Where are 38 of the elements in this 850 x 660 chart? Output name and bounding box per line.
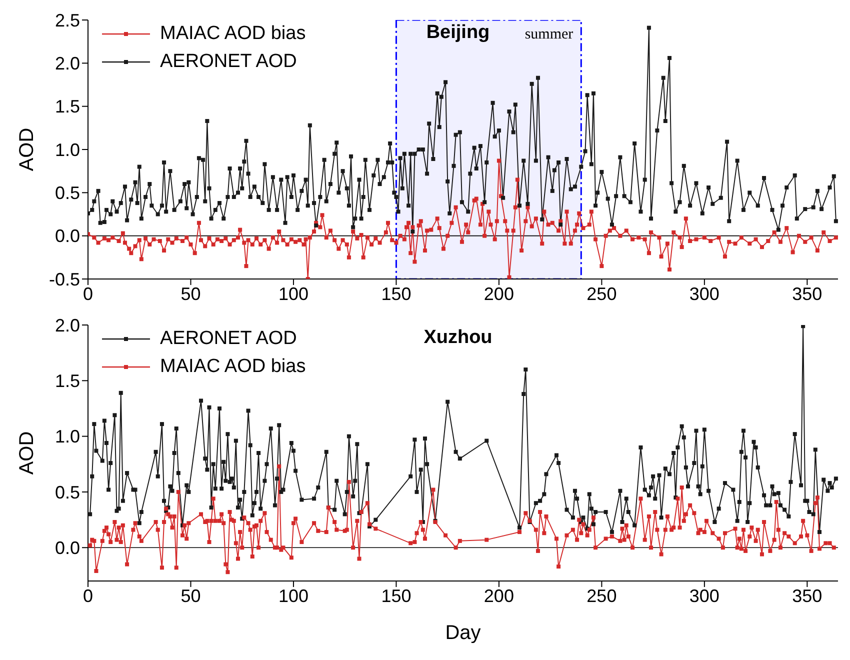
legend-label: MAIAC AOD bias xyxy=(160,355,306,379)
x-tick-label: 350 xyxy=(792,284,822,304)
band-label: summer xyxy=(524,26,574,43)
legend-label: AERONET AOD xyxy=(160,327,297,351)
x-tick-label: 0 xyxy=(82,586,94,606)
x-tick-label: 150 xyxy=(381,586,412,606)
y-axis-title: AOD xyxy=(16,128,38,172)
y-tick-label: 0.5 xyxy=(54,482,80,502)
x-tick-label: 100 xyxy=(278,586,309,606)
x-tick-label: 300 xyxy=(689,586,720,606)
x-tick-label: 200 xyxy=(484,586,514,606)
chart-title: Beijing xyxy=(426,22,490,43)
legend-label: AERONET AOD xyxy=(160,50,297,74)
x-tick-label: 200 xyxy=(484,284,514,304)
y-tick-label: 1.5 xyxy=(54,371,80,392)
chart-title: Xuzhou xyxy=(424,327,492,348)
x-tick-label: 50 xyxy=(180,586,201,606)
x-tick-label: 350 xyxy=(792,586,822,606)
x-tick-label: 250 xyxy=(586,284,617,304)
x-tick-label: 300 xyxy=(689,284,720,304)
y-tick-label: 1.0 xyxy=(54,426,80,447)
y-axis-title: AOD xyxy=(16,431,38,475)
x-tick-label: 150 xyxy=(381,284,412,304)
x-tick-label: 50 xyxy=(180,284,201,304)
y-tick-label: 0.0 xyxy=(54,226,80,246)
y-tick-label: -0.5 xyxy=(48,269,80,290)
y-tick-label: 0.5 xyxy=(54,183,80,204)
y-tick-label: 1.0 xyxy=(54,140,80,160)
y-tick-label: 2.5 xyxy=(54,10,80,30)
y-tick-label: 2.0 xyxy=(54,54,80,74)
y-tick-label: 1.5 xyxy=(54,96,80,117)
y-tick-label: 2.0 xyxy=(54,315,80,336)
legend-label: MAIAC AOD bias xyxy=(160,22,306,46)
x-tick-label: 100 xyxy=(278,284,309,304)
x-tick-label: 0 xyxy=(82,284,94,304)
y-tick-label: 0.0 xyxy=(54,538,80,558)
x-tick-label: 250 xyxy=(586,586,617,606)
x-axis-title: Day xyxy=(445,622,481,644)
